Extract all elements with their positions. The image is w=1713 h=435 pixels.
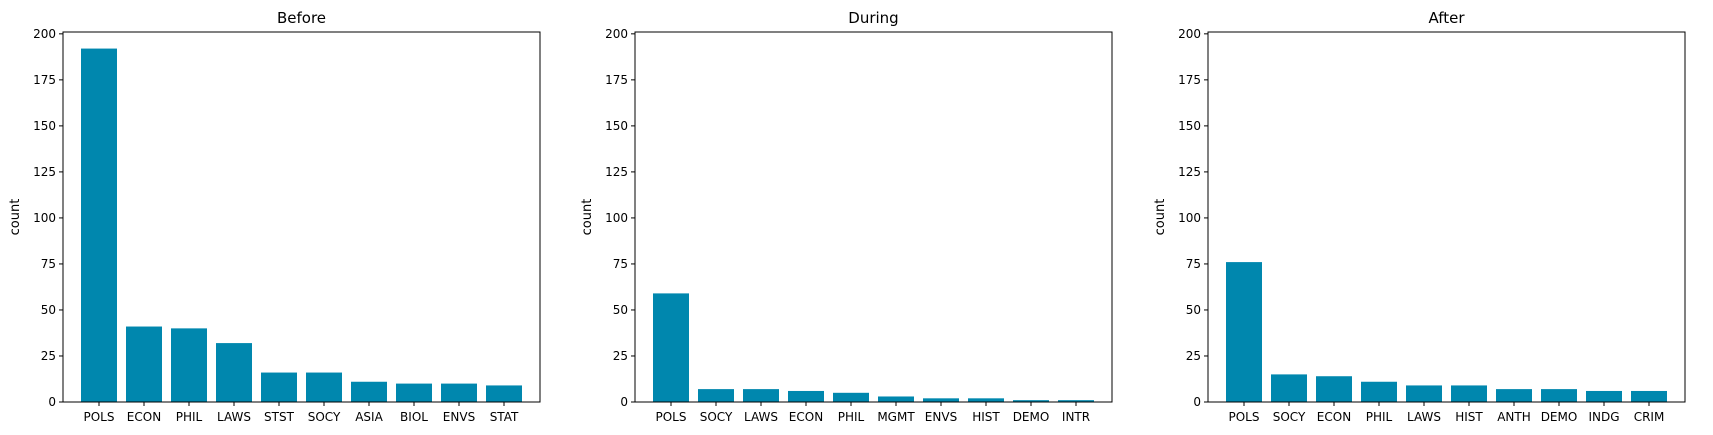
bar-envs <box>923 398 959 402</box>
y-tick-label: 125 <box>33 165 56 179</box>
x-tick-label: HIST <box>972 410 1000 424</box>
chart-title: During <box>848 9 898 27</box>
y-tick-label: 0 <box>48 395 56 409</box>
x-tick-label: ENVS <box>925 410 957 424</box>
chart-title: Before <box>277 9 326 27</box>
x-tick-label: PHIL <box>838 410 865 424</box>
bar-phil <box>833 393 869 402</box>
x-tick-label: ASIA <box>355 410 383 424</box>
y-tick-label: 0 <box>1193 395 1201 409</box>
chart-title: After <box>1428 9 1465 27</box>
bar-econ <box>126 327 162 402</box>
x-tick-label: ANTH <box>1497 410 1531 424</box>
y-tick-label: 125 <box>605 165 628 179</box>
plot-frame <box>1208 32 1685 402</box>
y-tick-label: 175 <box>33 73 56 87</box>
bar-phil <box>171 328 207 402</box>
bar-hist <box>968 398 1004 402</box>
bar-mgmt <box>878 396 914 402</box>
y-tick-label: 25 <box>1186 349 1201 363</box>
y-axis-label: count <box>580 199 595 236</box>
x-tick-label: INDG <box>1588 410 1619 424</box>
y-tick-label: 175 <box>1178 73 1201 87</box>
x-tick-label: SOCY <box>308 410 341 424</box>
bar-demo <box>1541 389 1577 402</box>
chart-panel-0: 0 25 50 75 100 125 150 175 200 POLS ECON PHIL LAWS ST… <box>8 9 540 424</box>
bar-laws <box>1406 385 1442 402</box>
y-axis-label: count <box>1153 199 1168 236</box>
bar-econ <box>1316 376 1352 402</box>
y-tick-label: 125 <box>1178 165 1201 179</box>
bar-pols <box>653 293 689 402</box>
y-tick-label: 50 <box>41 303 56 317</box>
bar-phil <box>1361 382 1397 402</box>
chart-panel-1: 0 25 50 75 100 125 150 175 200 POLS SOCY LAWS ECON PH… <box>580 9 1112 424</box>
x-tick-label: HIST <box>1455 410 1483 424</box>
plot-frame <box>635 32 1112 402</box>
x-tick-label: SOCY <box>700 410 733 424</box>
bar-indg <box>1586 391 1622 402</box>
y-tick-label: 200 <box>1178 27 1201 41</box>
x-tick-label: ECON <box>127 410 161 424</box>
x-tick-label: MGMT <box>877 410 915 424</box>
x-tick-label: INTR <box>1062 410 1090 424</box>
bar-hist <box>1451 385 1487 402</box>
x-tick-label: PHIL <box>1366 410 1393 424</box>
bar-asia <box>351 382 387 402</box>
y-tick-label: 50 <box>613 303 628 317</box>
bar-envs <box>441 384 477 402</box>
y-tick-label: 0 <box>620 395 628 409</box>
y-tick-label: 200 <box>33 27 56 41</box>
y-tick-label: 175 <box>605 73 628 87</box>
y-tick-label: 150 <box>1178 119 1201 133</box>
x-tick-label: ECON <box>1317 410 1351 424</box>
bar-biol <box>396 384 432 402</box>
y-tick-label: 150 <box>33 119 56 133</box>
bar-pols <box>81 49 117 402</box>
y-tick-label: 100 <box>1178 211 1201 225</box>
bar-laws <box>743 389 779 402</box>
x-tick-label: POLS <box>84 410 115 424</box>
y-tick-label: 75 <box>41 257 56 271</box>
bar-laws <box>216 343 252 402</box>
x-tick-label: STST <box>264 410 295 424</box>
x-tick-label: CRIM <box>1634 410 1665 424</box>
y-tick-label: 200 <box>605 27 628 41</box>
bar-socy <box>306 373 342 402</box>
bar-stst <box>261 373 297 402</box>
y-tick-label: 25 <box>613 349 628 363</box>
y-tick-label: 100 <box>605 211 628 225</box>
x-tick-label: PHIL <box>176 410 203 424</box>
bar-anth <box>1496 389 1532 402</box>
x-tick-label: DEMO <box>1541 410 1578 424</box>
y-tick-label: 75 <box>613 257 628 271</box>
bar-socy <box>1271 374 1307 402</box>
x-tick-label: ECON <box>789 410 823 424</box>
y-tick-label: 25 <box>41 349 56 363</box>
bar-crim <box>1631 391 1667 402</box>
chart-panel-2: 0 25 50 75 100 125 150 175 200 POLS SOCY ECON PHIL LA… <box>1153 9 1685 424</box>
x-tick-label: ENVS <box>443 410 475 424</box>
x-tick-label: LAWS <box>744 410 778 424</box>
x-tick-label: POLS <box>656 410 687 424</box>
x-tick-label: LAWS <box>217 410 251 424</box>
x-tick-label: POLS <box>1229 410 1260 424</box>
bar-socy <box>698 389 734 402</box>
bar-pols <box>1226 262 1262 402</box>
x-tick-label: DEMO <box>1013 410 1050 424</box>
y-tick-label: 50 <box>1186 303 1201 317</box>
y-tick-label: 150 <box>605 119 628 133</box>
y-tick-label: 75 <box>1186 257 1201 271</box>
x-tick-label: SOCY <box>1273 410 1306 424</box>
bar-stat <box>486 385 522 402</box>
y-tick-label: 100 <box>33 211 56 225</box>
x-tick-label: STAT <box>490 410 519 424</box>
y-axis-label: count <box>8 199 23 236</box>
x-tick-label: BIOL <box>400 410 428 424</box>
bar-econ <box>788 391 824 402</box>
x-tick-label: LAWS <box>1407 410 1441 424</box>
